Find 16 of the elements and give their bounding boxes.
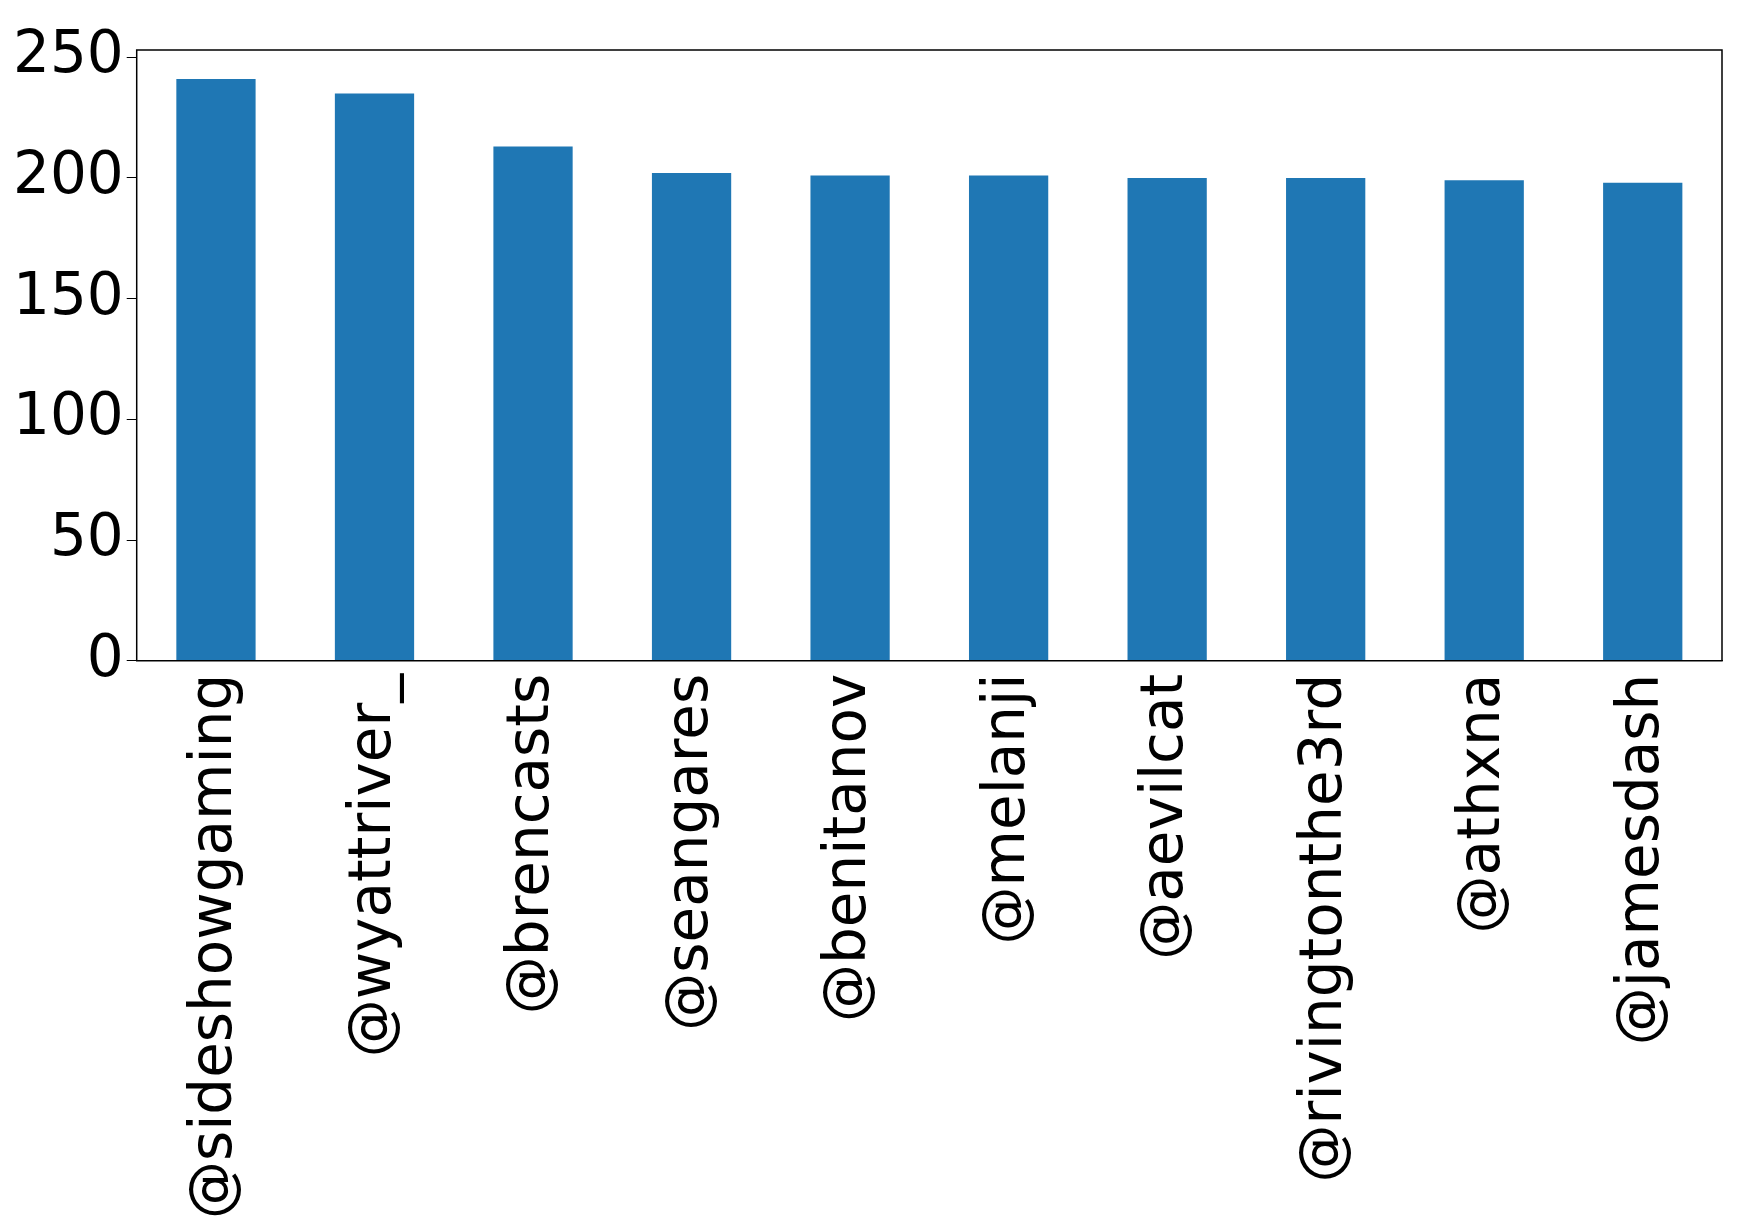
y-tick-label: 250 bbox=[12, 18, 124, 87]
y-tick-label: 100 bbox=[12, 380, 124, 449]
x-tick-label: @seangares bbox=[652, 673, 721, 1031]
x-tick-label: @athxna bbox=[1445, 673, 1514, 934]
y-tick-label: 200 bbox=[12, 139, 124, 207]
y-tick-label: 150 bbox=[12, 259, 124, 328]
x-tick-label: @rivingtonthe3rd bbox=[1286, 673, 1355, 1183]
x-tick-label: @aevilcat bbox=[1128, 673, 1197, 960]
x-tick-label: @wyattriver_ bbox=[335, 672, 404, 1058]
x-tick-label: @sideshowgaming bbox=[177, 673, 246, 1219]
x-tick-label: @brencasts bbox=[494, 673, 563, 1015]
x-tick-label: @benitanov bbox=[811, 673, 880, 1022]
x-tick-label: @melanji bbox=[969, 673, 1038, 945]
y-tick-label: 50 bbox=[49, 501, 124, 570]
y-tick-label: 0 bbox=[86, 621, 124, 690]
x-tick-label: @jamesdash bbox=[1603, 673, 1672, 1046]
